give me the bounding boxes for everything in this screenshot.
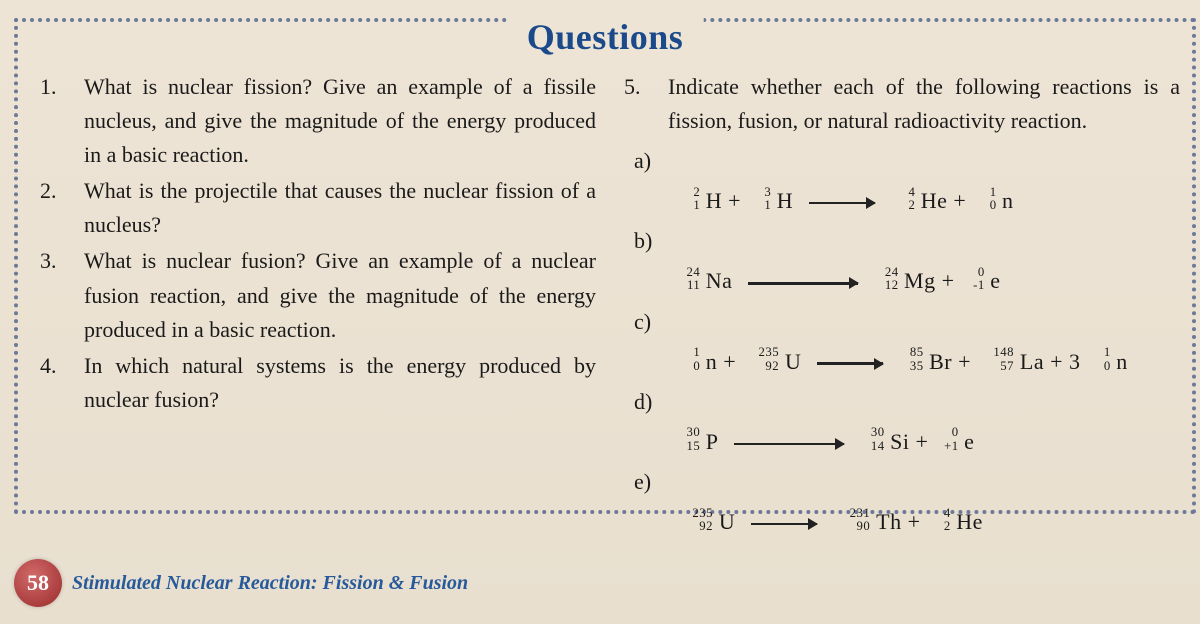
equation-a: 21H + 31H 42He + 10n bbox=[676, 184, 1180, 218]
right-column: 5. Indicate whether each of the followin… bbox=[624, 70, 1180, 494]
question-number: 4. bbox=[40, 349, 68, 417]
sub-label: a) bbox=[634, 144, 664, 178]
sub-questions: a) 21H + 31H 42He + 10n b) 2411Na 2412Mg… bbox=[634, 144, 1180, 539]
question-text: What is nuclear fission? Give an example… bbox=[84, 70, 596, 172]
question-text: Indicate whether each of the following r… bbox=[668, 70, 1180, 138]
question-3: 3. What is nuclear fusion? Give an examp… bbox=[40, 244, 596, 346]
equation-c: 10n + 23592U 8535Br + 14857La + 3 10n bbox=[676, 345, 1180, 379]
title-container: Questions bbox=[507, 16, 704, 58]
page-number-badge: 58 bbox=[14, 559, 62, 607]
equation-e: 23592U 23190Th + 42He bbox=[676, 505, 1180, 539]
question-text: What is the projectile that causes the n… bbox=[84, 174, 596, 242]
question-number: 5. bbox=[624, 70, 652, 138]
page: Questions 1. What is nuclear fission? Gi… bbox=[0, 0, 1200, 624]
section-title: Questions bbox=[527, 17, 684, 57]
sub-b: b) 2411Na 2412Mg + 0-1e bbox=[634, 224, 1180, 298]
question-number: 2. bbox=[40, 174, 68, 242]
question-5: 5. Indicate whether each of the followin… bbox=[624, 70, 1180, 138]
sub-label: d) bbox=[634, 385, 664, 419]
equation-b: 2411Na 2412Mg + 0-1e bbox=[676, 264, 1180, 298]
question-text: In which natural systems is the energy p… bbox=[84, 349, 596, 417]
equation-d: 3015P 3014Si + 0+1e bbox=[676, 425, 1180, 459]
sub-label: c) bbox=[634, 305, 664, 339]
sub-d: d) 3015P 3014Si + 0+1e bbox=[634, 385, 1180, 459]
chapter-title: Stimulated Nuclear Reaction: Fission & F… bbox=[72, 572, 468, 595]
content-columns: 1. What is nuclear fission? Give an exam… bbox=[40, 70, 1180, 494]
question-2: 2. What is the projectile that causes th… bbox=[40, 174, 596, 242]
left-column: 1. What is nuclear fission? Give an exam… bbox=[40, 70, 596, 494]
question-number: 3. bbox=[40, 244, 68, 346]
sub-a: a) 21H + 31H 42He + 10n bbox=[634, 144, 1180, 218]
sub-e: e) 23592U 23190Th + 42He bbox=[634, 465, 1180, 539]
page-footer: 58 Stimulated Nuclear Reaction: Fission … bbox=[0, 558, 468, 608]
sub-label: b) bbox=[634, 224, 664, 258]
dotted-border: Questions 1. What is nuclear fission? Gi… bbox=[14, 18, 1196, 514]
question-1: 1. What is nuclear fission? Give an exam… bbox=[40, 70, 596, 172]
question-number: 1. bbox=[40, 70, 68, 172]
question-text: What is nuclear fusion? Give an example … bbox=[84, 244, 596, 346]
question-4: 4. In which natural systems is the energ… bbox=[40, 349, 596, 417]
sub-c: c) 10n + 23592U 8535Br + 14857La + 3 10n bbox=[634, 305, 1180, 379]
sub-label: e) bbox=[634, 465, 664, 499]
